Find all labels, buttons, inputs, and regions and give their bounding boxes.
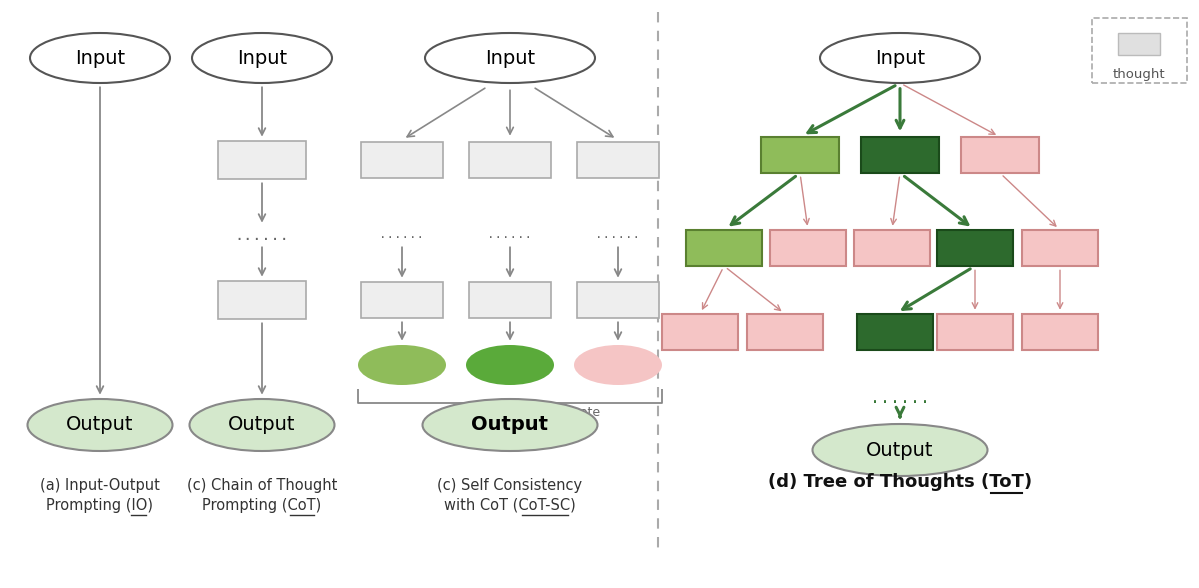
Text: Output: Output bbox=[866, 440, 934, 459]
Text: Output: Output bbox=[66, 416, 134, 435]
Ellipse shape bbox=[574, 345, 662, 385]
FancyBboxPatch shape bbox=[361, 142, 442, 178]
Text: ......: ...... bbox=[380, 229, 424, 242]
FancyBboxPatch shape bbox=[770, 230, 846, 266]
Ellipse shape bbox=[422, 399, 597, 451]
Text: ......: ...... bbox=[235, 228, 289, 242]
Text: (c) Chain of Thought: (c) Chain of Thought bbox=[187, 478, 337, 493]
FancyBboxPatch shape bbox=[854, 230, 930, 266]
Text: Input: Input bbox=[875, 48, 926, 68]
FancyBboxPatch shape bbox=[962, 137, 1040, 173]
Text: (c) Self Consistency: (c) Self Consistency bbox=[438, 478, 583, 493]
FancyBboxPatch shape bbox=[1022, 230, 1098, 266]
FancyBboxPatch shape bbox=[936, 314, 1013, 350]
Ellipse shape bbox=[28, 399, 173, 451]
Text: ......: ...... bbox=[870, 389, 930, 407]
FancyBboxPatch shape bbox=[747, 314, 823, 350]
Text: ......: ...... bbox=[488, 229, 532, 242]
Ellipse shape bbox=[820, 33, 980, 83]
Text: thought: thought bbox=[1113, 68, 1165, 81]
FancyBboxPatch shape bbox=[577, 142, 659, 178]
Text: Prompting (IO): Prompting (IO) bbox=[47, 498, 153, 513]
Ellipse shape bbox=[189, 399, 335, 451]
FancyBboxPatch shape bbox=[686, 230, 763, 266]
Ellipse shape bbox=[192, 33, 332, 83]
FancyBboxPatch shape bbox=[1117, 33, 1159, 55]
Text: Input: Input bbox=[74, 48, 125, 68]
Text: Prompting (CoT): Prompting (CoT) bbox=[203, 498, 321, 513]
Text: (a) Input-Output: (a) Input-Output bbox=[40, 478, 159, 493]
FancyBboxPatch shape bbox=[218, 281, 306, 319]
Ellipse shape bbox=[30, 33, 170, 83]
FancyBboxPatch shape bbox=[861, 137, 939, 173]
FancyBboxPatch shape bbox=[1092, 18, 1187, 83]
FancyBboxPatch shape bbox=[1022, 314, 1098, 350]
Text: with CoT (CoT-SC): with CoT (CoT-SC) bbox=[444, 498, 576, 513]
FancyBboxPatch shape bbox=[936, 230, 1013, 266]
Text: Output: Output bbox=[228, 416, 296, 435]
FancyBboxPatch shape bbox=[361, 282, 442, 318]
Text: Majority vote: Majority vote bbox=[518, 406, 601, 419]
Text: Input: Input bbox=[237, 48, 287, 68]
FancyBboxPatch shape bbox=[469, 282, 552, 318]
FancyBboxPatch shape bbox=[218, 141, 306, 179]
Text: Output: Output bbox=[471, 416, 548, 435]
FancyBboxPatch shape bbox=[577, 282, 659, 318]
FancyBboxPatch shape bbox=[469, 142, 552, 178]
Ellipse shape bbox=[466, 345, 554, 385]
Ellipse shape bbox=[424, 33, 595, 83]
Text: ......: ...... bbox=[596, 229, 640, 242]
FancyBboxPatch shape bbox=[662, 314, 739, 350]
Ellipse shape bbox=[813, 424, 988, 476]
Ellipse shape bbox=[359, 345, 446, 385]
FancyBboxPatch shape bbox=[857, 314, 933, 350]
Text: (d) Tree of Thoughts (ToT): (d) Tree of Thoughts (ToT) bbox=[767, 473, 1032, 491]
Text: Input: Input bbox=[484, 48, 535, 68]
FancyBboxPatch shape bbox=[761, 137, 839, 173]
